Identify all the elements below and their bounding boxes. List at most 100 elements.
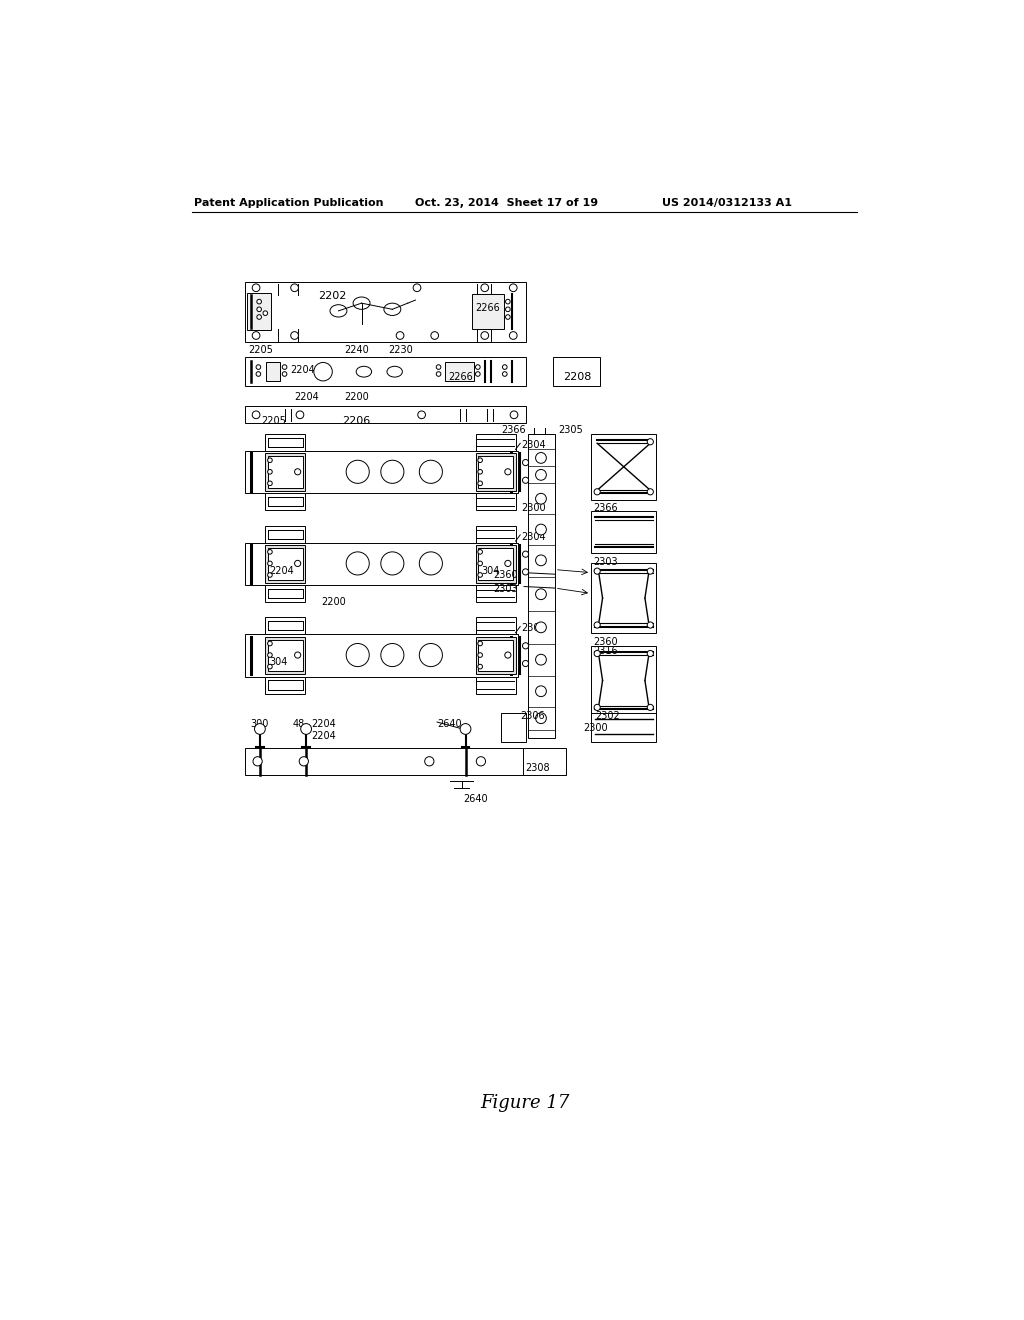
Circle shape	[594, 622, 600, 628]
Circle shape	[536, 589, 547, 599]
Circle shape	[267, 573, 272, 577]
Text: US 2014/0312133 A1: US 2014/0312133 A1	[662, 198, 792, 209]
Bar	[501, 713, 525, 742]
Bar	[267, 622, 303, 631]
Circle shape	[536, 686, 547, 697]
Circle shape	[475, 372, 480, 376]
Bar	[245, 451, 518, 494]
Circle shape	[478, 561, 482, 566]
Circle shape	[478, 653, 482, 657]
Bar	[523, 748, 565, 775]
Circle shape	[267, 642, 272, 645]
Bar	[478, 640, 513, 671]
Circle shape	[255, 723, 265, 734]
Circle shape	[267, 458, 272, 462]
Bar	[591, 434, 656, 499]
Circle shape	[283, 372, 287, 376]
Text: 2304: 2304	[521, 441, 547, 450]
Circle shape	[522, 552, 528, 557]
Text: 2366: 2366	[502, 425, 526, 434]
Circle shape	[256, 372, 261, 376]
Text: 2204: 2204	[311, 731, 336, 742]
Circle shape	[647, 488, 653, 495]
Text: 2304: 2304	[521, 623, 547, 634]
Circle shape	[509, 331, 517, 339]
Circle shape	[263, 312, 267, 315]
Bar	[267, 640, 303, 671]
Bar	[265, 618, 305, 635]
Circle shape	[510, 411, 518, 418]
Circle shape	[256, 364, 261, 370]
Text: 2360: 2360	[593, 636, 617, 647]
Circle shape	[536, 524, 547, 535]
Circle shape	[536, 622, 547, 632]
Text: 2204: 2204	[295, 392, 319, 403]
Bar	[591, 564, 656, 632]
Bar	[475, 618, 515, 635]
Text: 2230: 2230	[388, 345, 414, 355]
Circle shape	[478, 480, 482, 486]
Circle shape	[299, 756, 308, 766]
Circle shape	[647, 568, 653, 574]
Circle shape	[460, 723, 471, 734]
Text: 304: 304	[269, 657, 288, 668]
Bar	[245, 748, 528, 775]
Circle shape	[505, 560, 511, 566]
Circle shape	[478, 470, 482, 474]
Text: 2204: 2204	[291, 364, 315, 375]
Circle shape	[295, 652, 301, 659]
Circle shape	[647, 622, 653, 628]
Circle shape	[295, 469, 301, 475]
Text: 2200: 2200	[345, 392, 370, 403]
Bar	[267, 548, 303, 579]
Circle shape	[505, 469, 511, 475]
Text: 2316: 2316	[593, 645, 617, 656]
Text: 2640: 2640	[437, 719, 462, 729]
Circle shape	[346, 644, 370, 667]
Text: Oct. 23, 2014  Sheet 17 of 19: Oct. 23, 2014 Sheet 17 of 19	[416, 198, 599, 209]
Text: 2202: 2202	[317, 290, 346, 301]
Circle shape	[436, 372, 441, 376]
Circle shape	[594, 568, 600, 574]
Circle shape	[425, 756, 434, 766]
Text: 2302: 2302	[595, 711, 620, 721]
Circle shape	[252, 411, 260, 418]
Circle shape	[536, 494, 547, 504]
Circle shape	[522, 477, 528, 483]
Circle shape	[296, 411, 304, 418]
Text: 304: 304	[481, 566, 500, 576]
Circle shape	[252, 284, 260, 292]
Circle shape	[509, 284, 517, 292]
Circle shape	[413, 284, 421, 292]
Bar	[267, 681, 303, 689]
Circle shape	[267, 549, 272, 554]
Circle shape	[291, 284, 298, 292]
Text: 2300: 2300	[521, 503, 547, 513]
Circle shape	[381, 461, 403, 483]
Bar	[245, 635, 518, 677]
Text: 2204: 2204	[269, 566, 294, 576]
Circle shape	[381, 552, 403, 576]
Circle shape	[431, 331, 438, 339]
Circle shape	[475, 364, 480, 370]
Circle shape	[481, 284, 488, 292]
Text: 2266: 2266	[447, 372, 472, 381]
Circle shape	[301, 723, 311, 734]
Bar	[245, 543, 518, 585]
Bar	[478, 548, 513, 579]
Circle shape	[253, 756, 262, 766]
Circle shape	[267, 470, 272, 474]
Bar	[267, 529, 303, 539]
Text: 2205: 2205	[249, 345, 273, 355]
Text: Patent Application Publication: Patent Application Publication	[194, 198, 383, 209]
Circle shape	[419, 461, 442, 483]
Bar	[265, 525, 305, 543]
Circle shape	[476, 756, 485, 766]
Text: 2240: 2240	[345, 345, 370, 355]
Circle shape	[522, 660, 528, 667]
Text: 2305: 2305	[559, 425, 584, 434]
Circle shape	[418, 411, 425, 418]
Bar	[265, 494, 305, 511]
Circle shape	[478, 573, 482, 577]
Bar	[265, 545, 305, 582]
